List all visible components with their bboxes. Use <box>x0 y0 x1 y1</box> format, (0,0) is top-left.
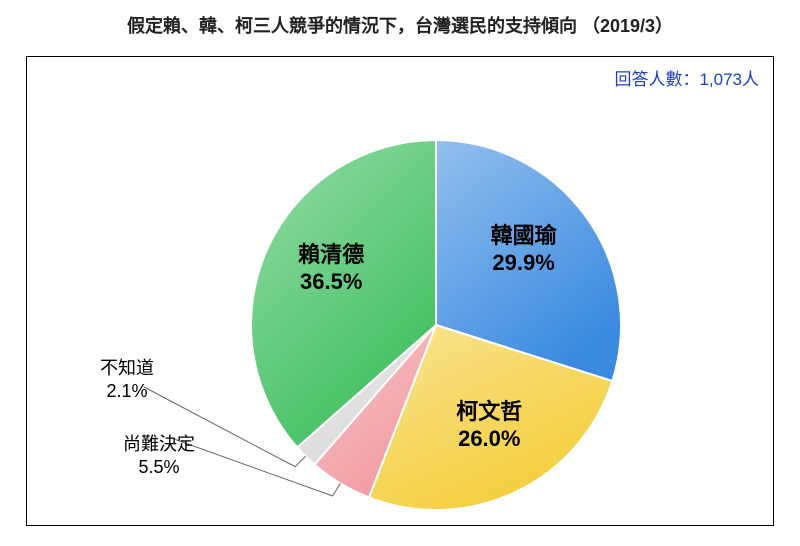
slice-pct: 5.5% <box>104 456 214 479</box>
slice-pct: 2.1% <box>72 380 182 403</box>
title-main: 假定賴、韓、柯三人競爭的情況下，台灣選民的支持傾向 （ <box>127 16 600 36</box>
slice-label: 尚難決定5.5% <box>104 433 214 478</box>
slice-label: 賴清德36.5% <box>276 241 386 296</box>
title-tail: ） <box>655 16 673 36</box>
slice-name: 柯文哲 <box>434 398 544 426</box>
chart-title: 假定賴、韓、柯三人競爭的情況下，台灣選民的支持傾向 （2019/3） <box>0 0 800 38</box>
slice-name: 尚難決定 <box>104 433 214 456</box>
slice-pct: 26.0% <box>434 425 544 453</box>
chart-frame: 回答人數：1,073人 韓國瑜29.9%柯文哲26.0%尚難決定5.5%不知道2… <box>26 56 774 526</box>
slice-label: 柯文哲26.0% <box>434 398 544 453</box>
slice-pct: 29.9% <box>469 249 579 277</box>
slice-label: 韓國瑜29.9% <box>469 222 579 277</box>
slice-name: 不知道 <box>72 357 182 380</box>
slice-pct: 36.5% <box>276 268 386 296</box>
slice-label: 不知道2.1% <box>72 357 182 402</box>
slice-name: 賴清德 <box>276 241 386 269</box>
slice-name: 韓國瑜 <box>469 222 579 250</box>
title-date: 2019/3 <box>600 16 655 36</box>
